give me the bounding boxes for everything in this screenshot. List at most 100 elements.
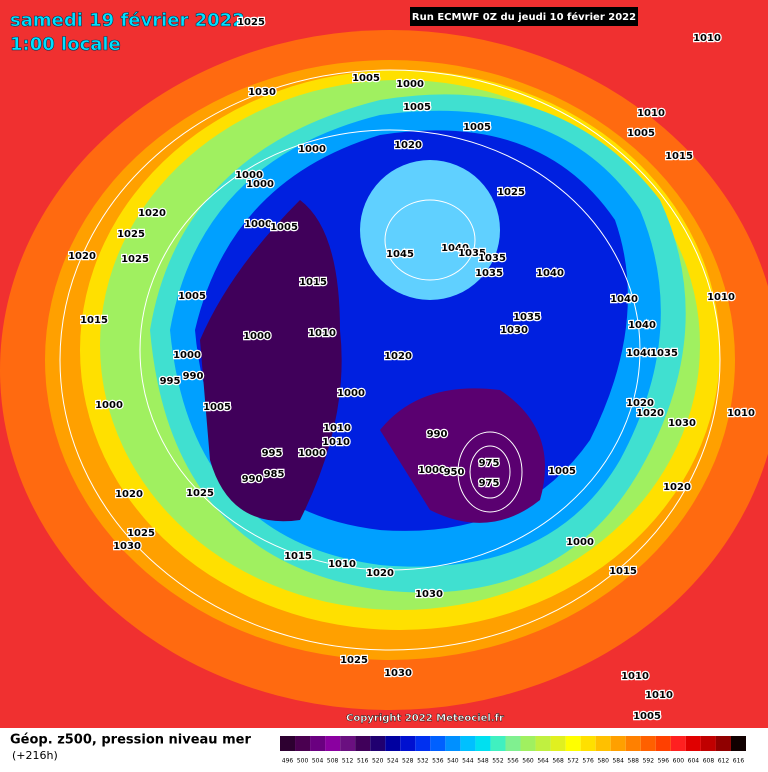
isobar-label: 995 [160,376,181,387]
isobar-label: 1005 [203,402,231,413]
isobar-label: 1035 [650,348,678,359]
isobar-label: 1010 [308,328,336,339]
subtitle: 1:00 locale [10,34,121,55]
colorbar-swatch [295,736,311,751]
isobar-label: 1010 [727,408,755,419]
isobar-label: 1000 [95,400,123,411]
colorbar-swatch [460,736,476,751]
colorbar-swatch [325,736,341,751]
isobar [384,199,476,281]
isobar-label: 1010 [323,423,351,434]
colorbar-swatch [640,736,656,751]
isobar-label: 1000 [298,448,326,459]
colorbar-swatch [655,736,671,751]
colorbar-label: 528 [402,758,414,765]
isobar-label: 1010 [328,559,356,570]
colorbar-label: 560 [522,758,534,765]
colorbar-label: 520 [372,758,384,765]
footer-label: Géop. z500, pression niveau mer [10,733,251,748]
isobar-label: 995 [262,448,283,459]
isobar-label: 1035 [478,253,506,264]
isobar-label: 1015 [80,315,108,326]
colorbar-label: 504 [312,758,324,765]
isobar-label: 1025 [237,17,265,28]
isobar-label: 1005 [178,291,206,302]
isobar-label: 1000 [244,219,272,230]
run-box [410,7,638,26]
colorbar-label: 576 [582,758,594,765]
isobar-label: 1020 [663,482,691,493]
colorbar-label: 540 [447,758,459,765]
colorbar-label: 596 [658,758,670,765]
colorbar-swatch [475,736,491,751]
isobar-label: 1020 [636,408,664,419]
isobar-label: 985 [264,469,285,480]
isobar-label: 1040 [610,294,638,305]
colorbar-swatch [400,736,416,751]
colorbar-label: 544 [462,758,474,765]
colorbar-swatch [565,736,581,751]
colorbar-swatch [370,736,386,751]
copyright: Copyright 2022 Meteociel.fr [346,713,504,724]
isobar-label: 1040 [626,348,654,359]
isobar-label: 1025 [340,655,368,666]
isobar-label: 1020 [384,351,412,362]
colorbar-label: 552 [492,758,504,765]
low-zone [380,388,545,523]
isobar-label: 1005 [352,73,380,84]
isobar-label: 1025 [121,254,149,265]
isobar-label: 1040 [441,243,469,254]
colorbar-swatch [625,736,641,751]
high-pressure-zone [360,160,500,300]
isobar-label: 1000 [235,170,263,181]
colorbar-swatch [580,736,596,751]
colorbar-swatch [715,736,731,751]
isobar-label: 1010 [707,292,735,303]
colorbar-label: 516 [357,758,369,765]
colorbar-label: 556 [507,758,519,765]
isobar-label: 1045 [386,249,414,260]
isobar-label: 1025 [186,488,214,499]
isobar-label: 1030 [415,589,443,600]
isobar-label: 1025 [497,187,525,198]
isobar-label: 1020 [394,140,422,151]
colorbar-label: 496 [282,758,294,765]
colorbar-label: 508 [327,758,339,765]
isobar-label: 1000 [173,350,201,361]
isobar-label: 1035 [513,312,541,323]
colorbar-swatch [355,736,371,751]
colorbar-label: 608 [703,758,715,765]
isobar-label: 1030 [668,418,696,429]
colorbar-swatch [550,736,566,751]
isobar [139,129,641,571]
colorbar-swatch [385,736,401,751]
isobar-label: 1015 [609,566,637,577]
isobar-label: 990 [183,371,204,382]
isobar-label: 990 [242,474,263,485]
title: samedi 19 février 2022 [10,10,245,31]
isobar-label: 1040 [628,320,656,331]
isobar-label: 1035 [458,248,486,259]
isobar-label: 1005 [403,102,431,113]
isobar-label: 975 [479,478,500,489]
isobar-label: 1030 [113,541,141,552]
isobar-label: 1030 [248,87,276,98]
isobar-label: 1025 [127,528,155,539]
isobar-label: 1020 [115,489,143,500]
colorbar-label: 532 [417,758,429,765]
colorbar-label: 500 [297,758,309,765]
isobar-label: 1030 [500,325,528,336]
isobar-label: 1010 [322,437,350,448]
isobar-label: 1000 [243,331,271,342]
colorbar-swatch [280,736,296,751]
colorbar-swatch [730,736,746,751]
isobar-label: 1020 [68,251,96,262]
isobar-label: 1000 [298,144,326,155]
isobar-label: 1035 [475,268,503,279]
colorbar-swatch [505,736,521,751]
colorbar-swatch [310,736,326,751]
isobar-label: 1000 [337,388,365,399]
isobar-label: 1015 [299,277,327,288]
run-label: Run ECMWF 0Z du jeudi 10 février 2022 [412,11,636,23]
